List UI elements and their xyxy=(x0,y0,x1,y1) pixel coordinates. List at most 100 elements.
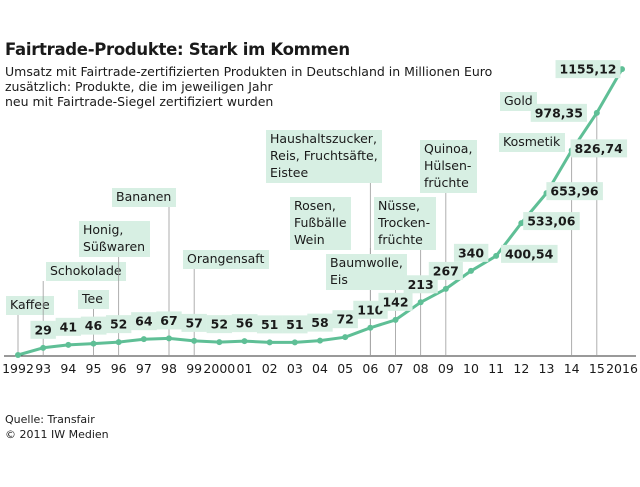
annotation-label: Schokolade xyxy=(46,262,126,281)
value-label-text: 41 xyxy=(60,319,77,334)
annotation-layer: Kaffee Schokolade Tee Honig, Süßwaren Bananen… xyxy=(6,92,598,355)
value-label-box xyxy=(428,261,463,280)
value-label-box xyxy=(231,314,258,333)
footer: Quelle: Transfair © 2011 IW Medien xyxy=(5,412,109,442)
annotation-label: Nüsse, Trocken-früchte xyxy=(374,197,436,250)
x-tick-label: 08 xyxy=(413,361,429,376)
value-label-box xyxy=(105,315,132,334)
value-label-text: 58 xyxy=(311,315,328,330)
value-label-box xyxy=(307,313,333,332)
value-label: 64 xyxy=(131,312,157,331)
annotation-label: Tee xyxy=(78,290,109,309)
annotation-text: Schokolade xyxy=(50,263,122,278)
data-point xyxy=(593,109,600,116)
value-label-text: 51 xyxy=(261,317,278,332)
value-label-text: 51 xyxy=(286,317,303,332)
data-point xyxy=(115,339,122,346)
value-label: 46 xyxy=(80,316,107,335)
data-point xyxy=(216,339,223,346)
value-label: 978,35 xyxy=(530,103,587,122)
value-label: 51 xyxy=(256,315,283,334)
subtitle-line-1: Umsatz mit Fairtrade-zertifizierten Prod… xyxy=(5,64,493,79)
data-point xyxy=(40,344,47,351)
value-label-box xyxy=(530,103,587,122)
annotation-box xyxy=(290,197,351,250)
data-point xyxy=(90,340,97,347)
value-label-text: 213 xyxy=(408,277,434,292)
annotation-label: Rosen, Fußbälle Wein xyxy=(290,197,351,250)
value-label-box xyxy=(332,310,358,329)
value-label-box xyxy=(453,243,489,262)
annotation-box xyxy=(420,140,477,193)
value-label-box xyxy=(501,244,558,263)
value-label-box xyxy=(55,317,82,336)
value-label-text: 826,74 xyxy=(575,141,624,156)
value-label-box xyxy=(570,139,628,158)
data-point xyxy=(191,337,198,344)
x-tick-label: 2000 xyxy=(203,361,235,376)
annotation-text: Orangensaft xyxy=(187,251,264,266)
value-label-text: 533,06 xyxy=(527,214,576,229)
value-label: 58 xyxy=(307,313,333,332)
x-tick-label: 14 xyxy=(564,361,580,376)
annotation-text: Gold xyxy=(504,93,533,108)
value-label-box xyxy=(256,315,283,334)
value-label: 29 xyxy=(30,320,56,339)
annotation-label: Baumwolle, Eis xyxy=(326,254,407,290)
value-label-text: 29 xyxy=(34,322,51,337)
x-axis: 1992 93 94 95 96 97 98 99 2000 01 02 03 04 05 06 07 08 09… xyxy=(2,355,638,376)
value-label-text: 72 xyxy=(336,312,353,327)
annotation-box xyxy=(112,188,176,207)
data-point xyxy=(417,299,424,306)
annotation-box xyxy=(499,133,565,152)
value-label-box xyxy=(181,313,207,332)
value-label-box xyxy=(30,320,56,339)
value-label-text: 46 xyxy=(85,318,103,333)
annotation-box xyxy=(78,290,109,309)
value-label: 57 xyxy=(181,313,207,332)
value-label: 267 xyxy=(428,261,463,280)
x-tick-label: 97 xyxy=(136,361,152,376)
value-label: 533,06 xyxy=(523,212,580,231)
value-label-box xyxy=(546,182,603,201)
annotation-label: Orangensaft xyxy=(183,250,269,269)
value-label: 653,96 xyxy=(546,182,603,201)
value-label: 56 xyxy=(231,314,258,333)
data-point xyxy=(166,335,172,342)
value-label-text: 653,96 xyxy=(550,184,599,199)
x-tick-label: 95 xyxy=(86,361,102,376)
annotation-box xyxy=(46,262,126,281)
annotation-text: Nüsse, Trocken-früchte xyxy=(377,198,430,247)
x-tick-label: 11 xyxy=(488,361,504,376)
value-label: 1155,12 xyxy=(555,60,621,79)
x-tick-label: 01 xyxy=(237,361,253,376)
x-tick-label: 98 xyxy=(161,361,177,376)
x-tick-label: 2016 xyxy=(606,361,638,376)
annotation-label: Bananen xyxy=(112,188,176,207)
copyright-note: © 2011 IW Medien xyxy=(5,428,109,441)
value-label-text: 400,54 xyxy=(505,246,554,261)
subtitle-line-2: zusätzlich: Produkte, die im jeweiligen … xyxy=(5,79,273,94)
value-label-box xyxy=(555,60,621,79)
value-label-text: 142 xyxy=(382,294,408,309)
x-tick-label: 93 xyxy=(35,361,51,376)
value-label-box xyxy=(206,315,233,334)
value-label: 41 xyxy=(55,317,82,336)
annotation-box xyxy=(374,197,436,250)
value-label-text: 67 xyxy=(160,313,177,328)
x-tick-label: 15 xyxy=(589,361,605,376)
data-point xyxy=(140,336,147,343)
annotation-box xyxy=(79,221,150,257)
value-label-text: 340 xyxy=(458,245,484,260)
value-label-text: 1155,12 xyxy=(560,62,617,77)
subtitle-line-3: neu mit Fairtrade-Siegel zertifiziert wu… xyxy=(5,94,274,109)
data-point xyxy=(619,66,625,73)
value-label: 72 xyxy=(332,310,358,329)
data-point xyxy=(468,267,474,274)
data-point xyxy=(342,334,349,341)
data-point xyxy=(266,339,273,346)
data-point xyxy=(442,285,449,292)
value-label: 52 xyxy=(206,315,233,334)
data-point xyxy=(317,337,323,344)
